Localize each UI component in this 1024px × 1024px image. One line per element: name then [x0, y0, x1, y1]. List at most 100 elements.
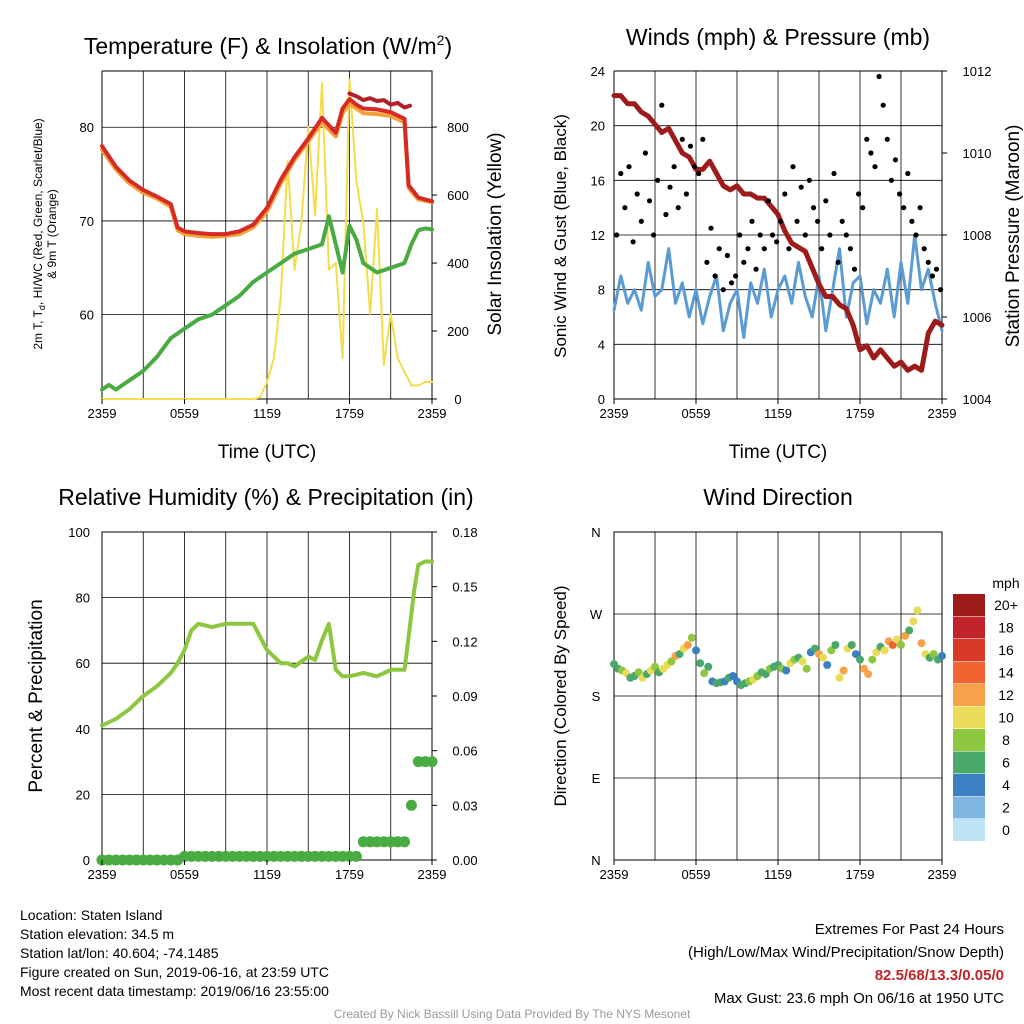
y2-tick-label: 0.06 — [452, 744, 477, 759]
direction-point — [692, 646, 700, 655]
gust-point — [778, 218, 784, 224]
gust-point — [815, 218, 821, 224]
extremes-title: Extremes For Past 24 Hours — [814, 921, 1004, 938]
gust-point — [802, 232, 808, 238]
y2-tick-label: 0.15 — [452, 580, 477, 595]
gust-point — [704, 259, 710, 265]
y2-tick-label: 600 — [447, 188, 469, 203]
temperature-series — [100, 78, 434, 400]
gust-point — [782, 191, 788, 197]
gust-point — [884, 136, 890, 142]
direction-points — [610, 606, 946, 690]
insolation-y-ticks: 0 200 400 600 800 — [432, 120, 469, 407]
humidity-x-ticks: 2359 0559 1159 1759 2359 — [88, 860, 446, 882]
x-tick-label: 2359 — [928, 867, 957, 882]
direction-point — [897, 641, 905, 649]
gust-point — [720, 287, 726, 293]
x-tick-label: 1159 — [253, 867, 281, 882]
pressure-y-ticks: 1004 1006 1008 1010 1012 — [942, 64, 991, 407]
y-tick-label: 0 — [83, 853, 90, 868]
gust-point — [683, 191, 690, 197]
gust-point — [876, 73, 882, 80]
extremes-subtitle: (High/Low/Max Wind/Precipitation/Snow De… — [688, 944, 1004, 961]
temperature-y-ticks: 60 70 80 — [80, 120, 94, 322]
direction-y-ticks: N E S W N — [590, 525, 603, 868]
humidity-y-ticks: 0 20 40 60 80 100 — [68, 525, 90, 868]
gust-point — [827, 232, 833, 238]
temperature-x-ticks: 2359 0559 1159 1759 2359 — [88, 399, 447, 421]
legend-label: 2 — [1002, 800, 1010, 816]
x-tick-label: 2359 — [600, 867, 629, 882]
y-tick-label: 4 — [598, 337, 605, 352]
winds-panel: Winds (mph) & Pressure (mb) 04812162024 … — [551, 24, 1024, 463]
y2-tick-label: 200 — [447, 324, 469, 339]
y-tick-label: 12 — [591, 228, 605, 243]
gust-point — [712, 273, 718, 279]
gust-point — [864, 136, 870, 142]
direction-point — [782, 666, 791, 675]
gust-point — [921, 246, 927, 252]
precipitation-point — [399, 836, 410, 848]
legend-swatch — [953, 774, 985, 796]
direction-point — [810, 644, 819, 653]
temperature-y-label: 2m T, Td, HI/WC (Red, Green, Scarlet/Blu… — [31, 118, 47, 349]
y-tick-label: W — [590, 607, 603, 622]
gust-point — [663, 211, 669, 218]
winds-y-label: Sonic Wind & Gust (Blue, Black) — [551, 114, 570, 358]
y-tick-label: N — [591, 853, 600, 868]
gust-point — [868, 150, 874, 156]
x-tick-label: 2359 — [88, 406, 117, 421]
humidity-series — [96, 559, 438, 866]
gust-point — [659, 102, 665, 108]
sonic-wind-line — [612, 233, 944, 339]
gust-point — [917, 205, 923, 211]
gust-point — [769, 232, 776, 238]
x-tick-label: 2359 — [928, 406, 957, 421]
extremes-block: Extremes For Past 24 Hours (High/Low/Max… — [688, 918, 1004, 1010]
temperature-x-label: Time (UTC) — [218, 442, 317, 463]
direction-point — [683, 641, 692, 649]
direction-point — [835, 673, 844, 682]
y-tick-label: 0 — [598, 392, 605, 407]
gust-point — [745, 246, 751, 252]
legend-swatch — [953, 729, 985, 751]
gust-point — [626, 164, 632, 170]
y2-tick-label: 1010 — [963, 146, 992, 161]
y-tick-label: N — [591, 525, 600, 540]
gust-point — [700, 136, 706, 142]
x-tick-label: 1159 — [253, 406, 281, 421]
x-tick-label: 2359 — [88, 867, 117, 882]
gust-point — [765, 198, 772, 204]
gust-point — [831, 170, 837, 177]
direction-x-ticks: 2359 0559 1159 1759 2359 — [600, 860, 957, 882]
y2-tick-label: 0.00 — [452, 853, 477, 868]
precipitation-point — [405, 799, 417, 811]
y-tick-label: 8 — [598, 283, 605, 298]
gust-point — [880, 102, 886, 108]
legend-swatch — [953, 751, 985, 774]
temperature-title: Temperature (F) & Insolation (W/m2) — [84, 32, 452, 59]
gust-point — [839, 218, 845, 224]
gust-point — [892, 157, 899, 163]
direction-point — [819, 653, 828, 662]
y-tick-label: 16 — [591, 173, 605, 188]
y-tick-label: 80 — [80, 120, 94, 135]
gust-point — [905, 170, 911, 177]
x-tick-label: 1159 — [764, 406, 792, 421]
gust-point — [675, 205, 681, 211]
x-tick-label: 2359 — [418, 406, 447, 421]
gust-point — [806, 177, 813, 183]
y-tick-label: 100 — [68, 525, 90, 540]
legend-label: 4 — [1002, 777, 1010, 793]
extremes-values: 82.5/68/13.3/0.05/0 — [874, 967, 1004, 984]
y2-tick-label: 0.09 — [452, 689, 477, 704]
y2-tick-label: 400 — [447, 256, 469, 271]
gust-point — [733, 273, 739, 279]
gust-point — [835, 259, 841, 265]
legend-label: 12 — [998, 687, 1014, 703]
x-tick-label: 0559 — [170, 406, 199, 421]
speed-legend-title: mph — [992, 575, 1019, 591]
legend-swatch — [953, 684, 985, 706]
x-tick-label: 0559 — [170, 867, 199, 882]
